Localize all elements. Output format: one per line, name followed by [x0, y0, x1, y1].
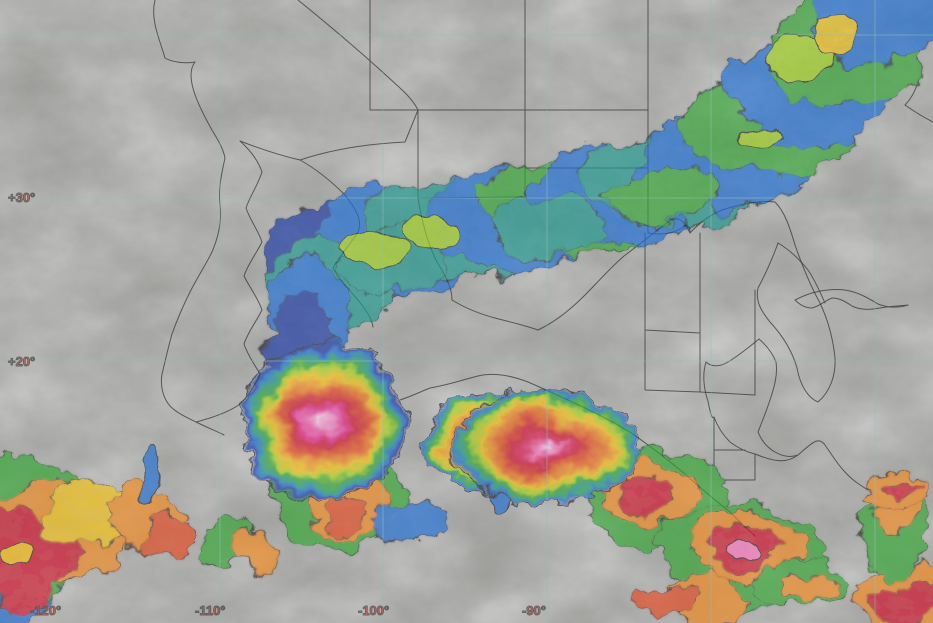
- svg-text:-100°: -100°: [358, 603, 389, 618]
- svg-text:-120°: -120°: [30, 603, 61, 618]
- svg-text:+30°: +30°: [8, 190, 35, 205]
- svg-text:+20°: +20°: [8, 354, 35, 369]
- svg-text:-110°: -110°: [195, 603, 226, 618]
- svg-text:-90°: -90°: [522, 603, 546, 618]
